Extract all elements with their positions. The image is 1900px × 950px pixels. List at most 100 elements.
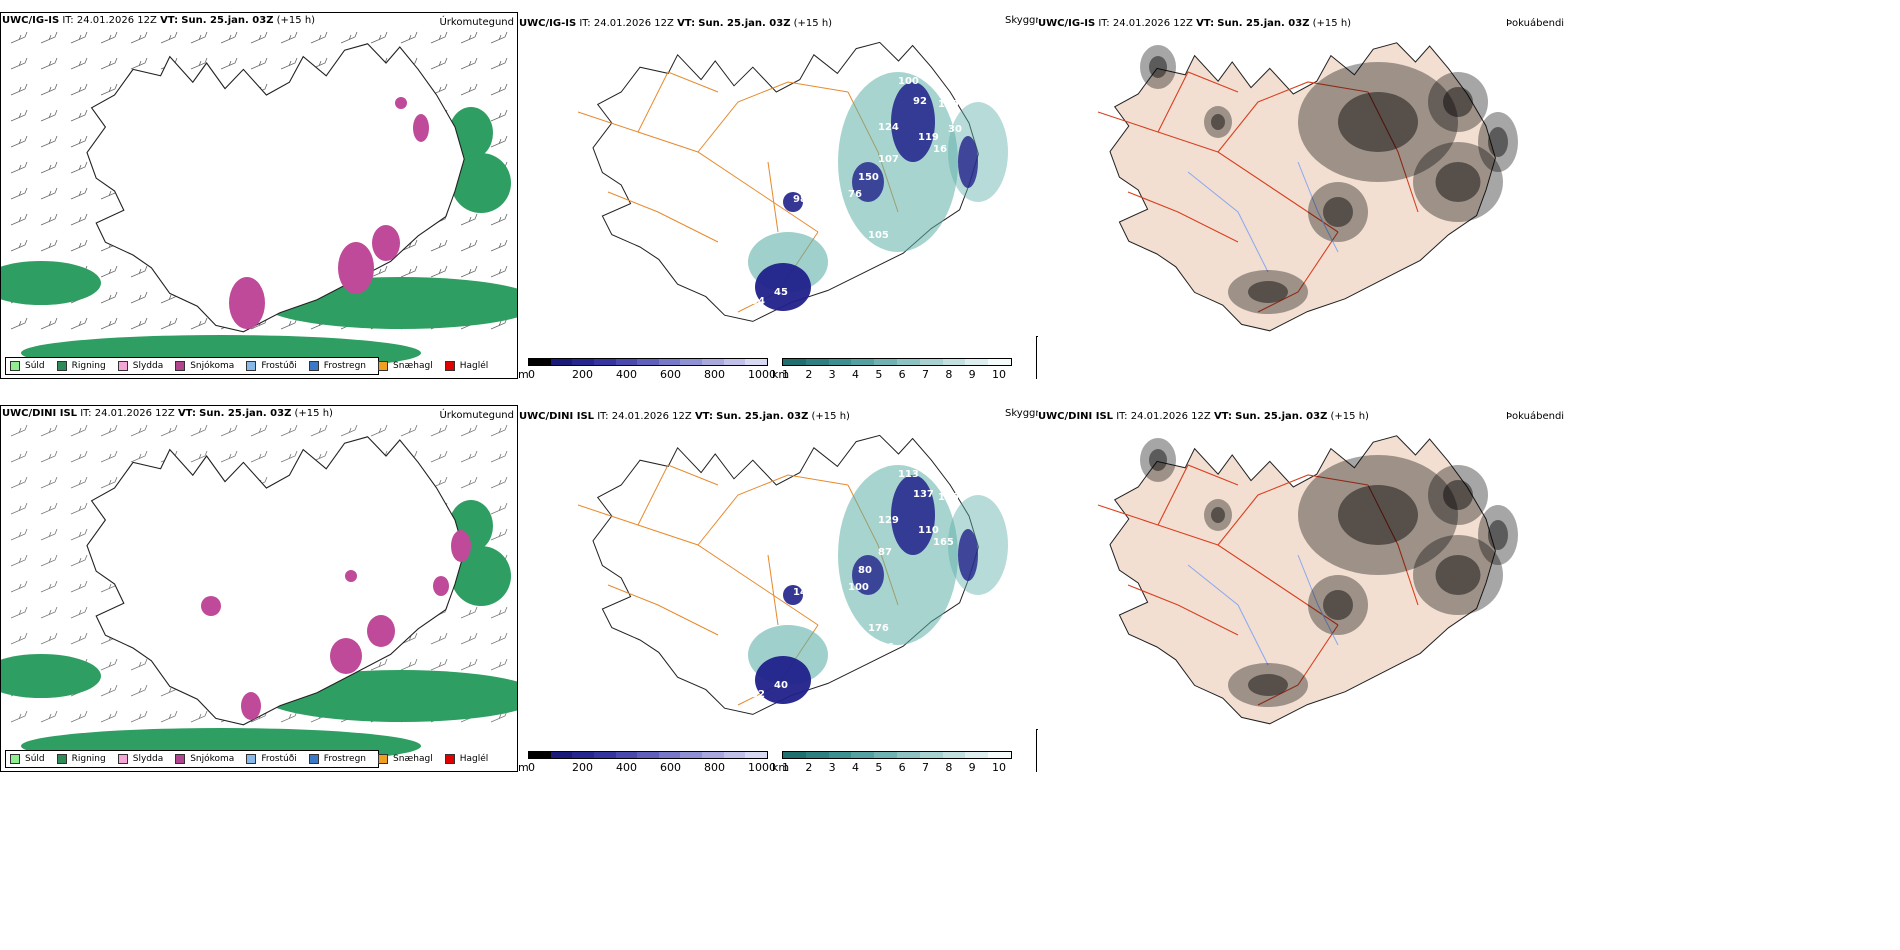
cloudbase-value-label: 76 <box>848 189 862 200</box>
cloudbase-value-label: 28 <box>873 249 887 260</box>
cloudbase-value-label: 45 <box>774 287 788 298</box>
colorbar-tick: 6 <box>898 368 906 379</box>
colorbar-step <box>745 752 768 758</box>
wind-barb <box>10 57 28 70</box>
wind-barb <box>400 658 418 671</box>
fog-area-core <box>1323 197 1353 227</box>
colorbar-tick: 400 <box>616 761 637 772</box>
colorbar-tick: 7 <box>922 761 929 772</box>
wind-barb <box>130 710 148 723</box>
precip-map <box>1 31 517 371</box>
legend-swatch <box>56 754 67 764</box>
wind-barb <box>100 317 118 330</box>
wind-barb <box>70 476 88 489</box>
it-label: IT: <box>1098 18 1110 29</box>
wind-barb <box>220 450 238 463</box>
row2-panel1-header: UWC/DINI ISL IT: 24.01.2026 12Z VT: Sun.… <box>2 408 333 420</box>
legend-item: Frostúði <box>246 361 297 371</box>
cloudbase-value-label: 226 <box>903 665 924 676</box>
cloudbase-value-label: 100 <box>898 76 919 87</box>
row2-precip-panel: UWC/DINI ISL IT: 24.01.2026 12Z VT: Sun.… <box>0 405 518 772</box>
wind-barb <box>490 450 508 463</box>
wind-barb <box>40 109 58 122</box>
snow-area <box>241 692 261 720</box>
colorbar-tick: 600 <box>660 761 681 772</box>
wind-barb <box>280 31 298 44</box>
cloudbase-value-label: 29 <box>780 704 794 715</box>
vt-label: VT: <box>160 15 179 26</box>
wind-barb <box>490 476 508 489</box>
colorbar-unit: m <box>518 368 529 379</box>
model-name: UWC/DINI ISL <box>1038 411 1114 422</box>
wind-barb <box>70 528 88 541</box>
legend-label: Frostúði <box>261 754 297 764</box>
wind-barb <box>10 109 28 122</box>
road <box>767 554 779 626</box>
wind-barb <box>130 450 148 463</box>
legend-item: Rigning <box>56 361 106 371</box>
wind-barb <box>40 161 58 174</box>
row2-fog-panel: UWC/DINI ISL IT: 24.01.2026 12Z VT: Sun.… <box>1038 405 1900 772</box>
wind-barb <box>70 424 88 437</box>
colorbar-step <box>529 359 551 365</box>
vt-label: VT: <box>1213 411 1232 422</box>
legend-swatch <box>308 361 319 371</box>
wind-barb <box>460 83 478 96</box>
cloudbase-value-label: 94 <box>751 296 765 307</box>
colorbar-step <box>942 359 966 365</box>
colorbar-tick: 600 <box>660 368 681 379</box>
panel-title-fog: Þokuábendi <box>1506 411 1565 422</box>
wind-barb <box>70 632 88 645</box>
colorbar-step <box>783 752 806 758</box>
wind-barb <box>430 632 448 645</box>
wind-barb <box>400 265 418 278</box>
wind-barb <box>10 31 28 44</box>
wind-barb <box>70 187 88 200</box>
wind-barb <box>10 317 28 330</box>
cloudbase-value-label: 202 <box>828 607 849 618</box>
legend-swatch <box>444 361 455 371</box>
wind-barb <box>40 450 58 463</box>
low-cloudbase-area <box>958 529 978 581</box>
wind-barb <box>40 239 58 252</box>
wind-barb <box>130 57 148 70</box>
wind-barb <box>190 710 208 723</box>
wind-barb <box>100 684 118 697</box>
snow-area <box>372 225 400 261</box>
wind-barb <box>400 239 418 252</box>
wind-barb <box>40 317 58 330</box>
vt-value: Sun. 25.jan. 03Z <box>716 411 809 422</box>
wind-barb <box>460 31 478 44</box>
low-cloudbase-area <box>852 162 884 202</box>
road <box>637 71 719 133</box>
road <box>1257 624 1339 706</box>
wind-barb <box>130 317 148 330</box>
snow-area <box>201 596 221 616</box>
wind-barb <box>490 632 508 645</box>
cloudbase-value-label: 87 <box>878 547 892 558</box>
colorbar-tick: 7 <box>922 368 929 379</box>
colorbar-unit: km <box>772 761 790 772</box>
wind-barb <box>430 450 448 463</box>
it-value: 24.01.2026 12Z <box>593 18 674 29</box>
road <box>1217 81 1369 153</box>
fog-area-core <box>1488 127 1508 157</box>
precip-map <box>1 424 517 764</box>
colorbar-tick: 800 <box>704 761 725 772</box>
wind-barb <box>40 476 58 489</box>
wind-barb <box>40 57 58 70</box>
cloudbase-areas <box>755 475 978 704</box>
wind-barb <box>340 424 358 437</box>
wind-barb <box>100 658 118 671</box>
legend-label: Snjókoma <box>190 754 235 764</box>
colorbar-tick: 1000 <box>748 368 776 379</box>
road <box>697 474 849 546</box>
cloudbase-value-label: 129 <box>878 515 899 526</box>
legend-label: Haglél <box>459 361 489 371</box>
fog-area <box>1478 505 1518 565</box>
wind-barb <box>70 31 88 44</box>
snow-area <box>451 530 471 562</box>
fog-area-core <box>1149 449 1167 471</box>
wind-barb <box>40 580 58 593</box>
wind-barb <box>460 424 478 437</box>
